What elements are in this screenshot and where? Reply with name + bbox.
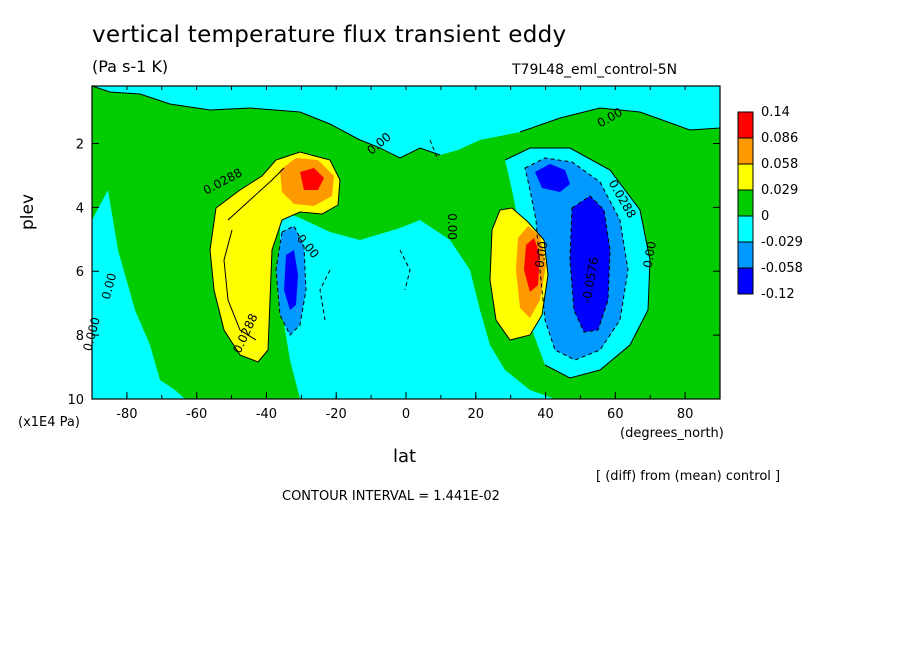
legend-label: 0.086 [761, 131, 798, 146]
legend-label: -0.058 [761, 261, 803, 276]
contour-field [92, 86, 720, 399]
x-tick-label: -40 [256, 407, 277, 422]
x-tick-label: 60 [607, 407, 624, 422]
legend-swatch [737, 111, 754, 139]
legend-swatch [737, 241, 754, 269]
y-axis: 2 4 6 8 10 [67, 137, 720, 408]
chart-title: vertical temperature flux transient eddy [92, 22, 567, 48]
legend-swatch [737, 267, 754, 295]
legend-swatch [737, 189, 754, 217]
legend-label: 0.058 [761, 157, 798, 172]
region-neg-core-sh [284, 250, 298, 310]
contour-line [223, 167, 285, 341]
negative-contours [275, 139, 629, 361]
contour-line-negative [275, 225, 307, 336]
region-neg-core-nh [570, 196, 610, 332]
region-cyan-top [92, 86, 720, 158]
color-legend: 0.14 0.086 0.058 0.029 0 -0.029 -0.058 -0.12 [737, 105, 803, 302]
contour-label: 0.00 [641, 240, 659, 269]
contour-line-negative [524, 157, 629, 361]
legend-label: -0.029 [761, 235, 803, 250]
contour-line [504, 147, 651, 379]
comparison-note: [ (diff) from (mean) control ] [596, 469, 781, 484]
x-tick-label: -80 [116, 407, 137, 422]
x-tick-label: -60 [186, 407, 207, 422]
legend-swatch [737, 137, 754, 165]
contour-label: 0.00 [445, 213, 459, 240]
legend-swatch [737, 163, 754, 191]
contour-line-negative [319, 139, 439, 321]
y-tick-label: 8 [76, 329, 84, 344]
legend-label: 0.029 [761, 183, 798, 198]
x-axis-unit: (degrees_north) [620, 426, 724, 441]
region-cyan-left [92, 190, 185, 399]
x-tick-label: 20 [468, 407, 485, 422]
x-tick-label: 0 [402, 407, 410, 422]
contour-line [92, 86, 441, 159]
x-tick-label: 80 [677, 407, 694, 422]
contour-line [209, 151, 341, 363]
dataset-label: T79L48_eml_control-5N [512, 62, 678, 78]
x-tick-label: -20 [326, 407, 347, 422]
contour-label: 0.00 [99, 271, 119, 300]
x-axis: -80 -60 -40 -20 0 20 40 60 80 [91, 86, 721, 422]
y-tick-label: 10 [67, 393, 84, 408]
region-neg-upper-nh [535, 164, 570, 192]
y-tick-label: 4 [76, 201, 84, 216]
legend-swatch [737, 215, 754, 243]
region-red-upper-sh [300, 168, 324, 190]
contour-line-negative [569, 195, 611, 333]
region-cyan-centre [280, 210, 555, 399]
x-tick-label: 40 [537, 407, 554, 422]
legend-label: 0.14 [761, 105, 790, 120]
y-axis-unit: (x1E4 Pa) [18, 415, 80, 430]
contour-interval: CONTOUR INTERVAL = 1.441E-02 [282, 489, 500, 504]
chart-units: (Pa s-1 K) [92, 57, 169, 76]
legend-label: 0 [761, 209, 769, 224]
region-red-nh [524, 238, 540, 292]
y-tick-label: 2 [76, 137, 84, 152]
contour-lines [92, 86, 720, 379]
contour-line [489, 207, 549, 341]
contour-label: 0.00 [532, 240, 550, 269]
contour-line [519, 107, 720, 133]
x-axis-label: lat [393, 446, 417, 467]
y-tick-label: 6 [76, 265, 84, 280]
legend-label: -0.12 [761, 287, 795, 302]
